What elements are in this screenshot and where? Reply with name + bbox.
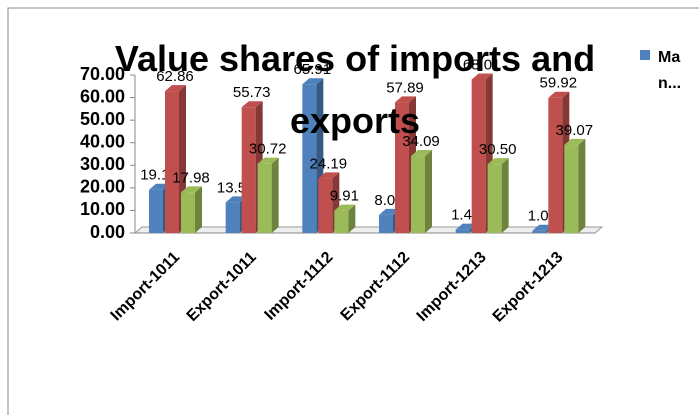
bar-front <box>334 210 349 233</box>
x-tick-label: Import-1011 <box>108 249 184 325</box>
y-tick-label: 50.00 <box>80 109 125 129</box>
bar-top <box>149 183 170 190</box>
legend-label: Ma n... <box>658 49 682 92</box>
bar-top <box>548 91 570 98</box>
bar-top <box>225 196 247 203</box>
y-tick-label: 10.00 <box>80 199 125 219</box>
bar <box>411 150 432 233</box>
data-label: 30.50 <box>479 141 517 158</box>
bar-front <box>564 144 579 233</box>
data-label: 34.09 <box>402 133 440 150</box>
legend-swatch <box>640 50 650 60</box>
data-label: 59.92 <box>540 75 578 92</box>
y-tick-label: 70.00 <box>80 64 125 84</box>
bar <box>487 158 509 233</box>
bar-top <box>318 172 340 179</box>
bar-top <box>411 150 432 157</box>
data-label: 62.86 <box>156 68 194 85</box>
bar-top <box>165 85 186 92</box>
bar <box>334 204 356 233</box>
data-label: 9.91 <box>330 188 359 205</box>
x-tick-label: Export-1011 <box>184 249 260 325</box>
bar-top <box>471 73 493 80</box>
x-tick-label: Import-1213 <box>414 249 490 325</box>
data-label: 30.72 <box>249 141 287 158</box>
bar-side <box>195 186 202 233</box>
bar-front <box>379 214 393 233</box>
bar-front <box>241 107 256 233</box>
x-tick-label: Export-1213 <box>490 249 567 326</box>
bar-side <box>501 158 509 233</box>
bar-top <box>564 138 586 145</box>
bar-top <box>395 96 416 103</box>
bar-front <box>302 84 317 233</box>
floor <box>133 226 604 234</box>
y-tick-label: 40.00 <box>80 131 125 151</box>
bar-front <box>411 156 425 233</box>
bar-front <box>257 163 272 233</box>
x-tick-label: Export-1112 <box>338 249 414 325</box>
data-label: 24.19 <box>310 155 348 172</box>
data-label: 17.98 <box>172 169 210 186</box>
x-tick-label: Import-1112 <box>262 249 337 324</box>
bar-top <box>302 78 324 85</box>
bar-side <box>425 150 432 233</box>
y-tick-label: 0.00 <box>90 222 125 242</box>
data-label: 57.89 <box>386 79 424 96</box>
bar <box>564 138 586 233</box>
bar <box>318 172 340 233</box>
bar <box>181 186 202 233</box>
bar-top <box>379 208 400 215</box>
bar-top <box>455 223 477 230</box>
chart-border <box>7 7 699 415</box>
bar-top <box>241 101 263 108</box>
data-label: 68.01 <box>463 56 501 73</box>
bar-front <box>395 102 409 233</box>
bar-top <box>487 158 509 165</box>
y-tick-label: 20.00 <box>80 177 125 197</box>
bar-front <box>487 164 502 233</box>
bar-top <box>257 157 279 164</box>
bar-side <box>271 157 279 233</box>
data-label: 65.91 <box>294 61 332 78</box>
y-tick-label: 60.00 <box>80 86 125 106</box>
legend: Ma n... <box>640 45 698 97</box>
chart-title: Value shares of imports and exports <box>114 38 596 141</box>
bar-front <box>181 192 195 233</box>
bar-front <box>149 189 163 233</box>
bar-front <box>532 230 547 233</box>
data-label: 55.73 <box>233 84 271 101</box>
data-label: 39.07 <box>556 122 594 139</box>
bar-top <box>532 224 554 231</box>
bar-front <box>455 229 470 233</box>
bar-front <box>165 91 179 233</box>
bar-front <box>471 79 486 233</box>
bar-front <box>318 178 333 233</box>
bar-top <box>334 204 356 211</box>
bar-top <box>181 186 202 193</box>
bar-front <box>548 97 563 233</box>
bar <box>257 157 279 233</box>
bar-front <box>225 202 240 233</box>
bar-side <box>348 204 356 233</box>
y-tick-label: 30.00 <box>80 154 125 174</box>
bar-side <box>578 138 586 233</box>
